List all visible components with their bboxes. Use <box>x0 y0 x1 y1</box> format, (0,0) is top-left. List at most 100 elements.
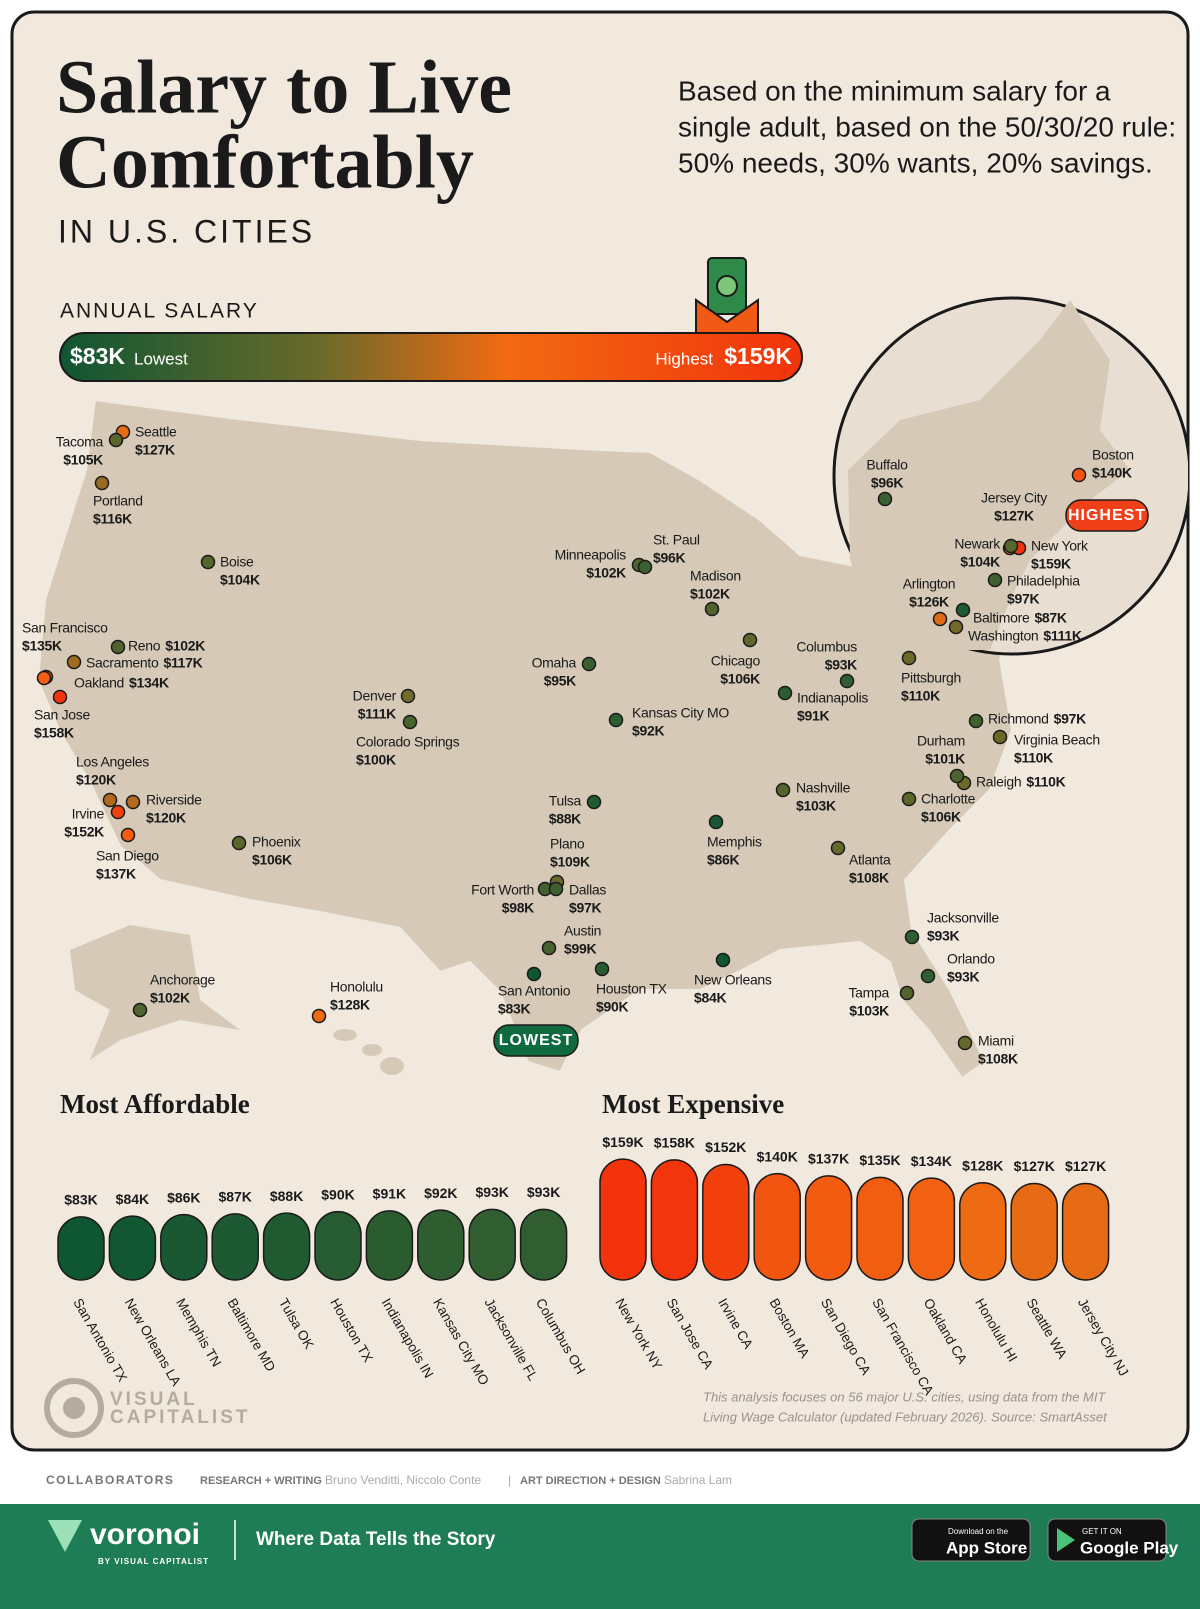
legend-low-text: Lowest <box>134 349 188 368</box>
credits-role: ART DIRECTION + DESIGN <box>520 1475 661 1487</box>
city-value: $83K <box>498 1001 530 1017</box>
city-dot <box>957 1035 973 1051</box>
city-value: $90K <box>596 999 628 1015</box>
city-name: Tacoma <box>56 434 104 450</box>
city-value: $103K <box>796 798 836 814</box>
city-dot <box>586 794 602 810</box>
city-dot <box>775 782 791 798</box>
google-play-big: Google Play <box>1080 1538 1179 1557</box>
city-name: Anchorage <box>150 972 216 988</box>
city-name: Tampa <box>848 985 889 1001</box>
city-dot <box>987 572 1003 588</box>
bar <box>856 1176 904 1281</box>
city-dot <box>901 791 917 807</box>
bar <box>468 1208 516 1281</box>
city-value: $98K <box>502 900 534 916</box>
bar-value-label: $127K <box>1065 1158 1106 1174</box>
logo-text: CAPITALIST <box>110 1407 250 1428</box>
bar <box>1010 1182 1058 1281</box>
city-value: $100K <box>356 752 396 768</box>
city-dot <box>200 554 216 570</box>
city-dot <box>830 840 846 856</box>
bar <box>108 1215 157 1281</box>
app-store-button[interactable] <box>911 1518 1031 1562</box>
hawaii <box>333 1029 357 1041</box>
city-dot <box>94 475 110 491</box>
bar <box>365 1210 414 1281</box>
city-value: $134K <box>129 675 169 691</box>
bar <box>211 1213 259 1281</box>
bar <box>702 1163 750 1281</box>
city-value: $110K <box>901 688 940 704</box>
city-name: Baltimore <box>973 610 1030 626</box>
city-name: Denver <box>353 688 397 704</box>
city-name: Pittsburgh <box>901 670 961 686</box>
city-value: $127K <box>135 442 175 458</box>
city-value: $93K <box>947 969 979 985</box>
bar <box>160 1213 208 1281</box>
city-value: $95K <box>544 673 576 689</box>
city-name: Indianapolis <box>797 690 868 706</box>
credits-separator: | <box>508 1473 511 1487</box>
city-dot <box>877 491 893 507</box>
city-dot <box>777 685 793 701</box>
source-note: Living Wage Calculator (updated February… <box>703 1409 1108 1424</box>
city-name: Philadelphia <box>1007 573 1080 589</box>
app-store-big: App Store <box>946 1538 1027 1557</box>
city-dot <box>110 639 126 655</box>
city-name: Phoenix <box>252 834 301 850</box>
bar <box>599 1158 647 1281</box>
city-dot <box>400 688 416 704</box>
city-value: $116K <box>93 511 132 527</box>
city-name: San Diego <box>96 848 159 864</box>
bar-value-label: $93K <box>527 1184 560 1200</box>
city-name: Plano <box>550 836 585 852</box>
city-value: $120K <box>76 772 116 788</box>
app-store-small: Download on the <box>948 1527 1009 1536</box>
city-value: $97K <box>1007 591 1039 607</box>
bar-value-label: $91K <box>373 1186 406 1202</box>
city-dot <box>1003 538 1019 554</box>
brand: voronoi <box>90 1518 200 1551</box>
bar <box>262 1212 311 1281</box>
bar-value-label: $88K <box>270 1188 303 1204</box>
city-value: $111K <box>358 706 396 722</box>
bar <box>753 1172 801 1281</box>
city-value: $103K <box>849 1003 889 1019</box>
city-dot <box>968 713 984 729</box>
brand-icon <box>48 1520 82 1552</box>
google-play-button[interactable] <box>1047 1518 1167 1562</box>
city-dot <box>948 619 964 635</box>
city-name: Portland <box>93 493 143 509</box>
city-value: $137K <box>96 866 136 882</box>
city-name: Colorado Springs <box>356 734 460 750</box>
city-name: Irvine <box>72 806 105 822</box>
city-value: $101K <box>925 751 965 767</box>
city-name: Orlando <box>947 951 995 967</box>
city-dot <box>932 611 948 627</box>
city-value: $159K <box>1031 556 1071 572</box>
bar <box>650 1159 699 1281</box>
city-dot <box>36 670 52 686</box>
bar <box>314 1210 362 1281</box>
bar-value-label: $90K <box>321 1186 354 1202</box>
city-dot <box>110 804 126 820</box>
city-layer: Seattle $127K Tacoma $105K Portland $116K Bois… <box>22 424 1134 1067</box>
city-name: Sacramento <box>86 655 159 671</box>
city-value: $97K <box>1054 711 1086 727</box>
city-value: $96K <box>653 550 685 566</box>
bar-value-label: $159K <box>602 1134 643 1150</box>
bar <box>519 1208 568 1281</box>
city-value: $104K <box>960 554 1000 570</box>
city-name: Richmond <box>988 711 1049 727</box>
city-name: St. Paul <box>653 532 700 548</box>
city-name: Madison <box>690 568 741 584</box>
credits-label: COLLABORATORS <box>46 1473 174 1487</box>
city-dot <box>52 689 68 705</box>
city-dot <box>526 966 542 982</box>
city-dot <box>637 559 653 575</box>
city-value: $104K <box>220 572 260 588</box>
city-name: Fort Worth <box>471 882 534 898</box>
city-name: Washington <box>968 628 1038 644</box>
city-dot <box>949 768 965 784</box>
